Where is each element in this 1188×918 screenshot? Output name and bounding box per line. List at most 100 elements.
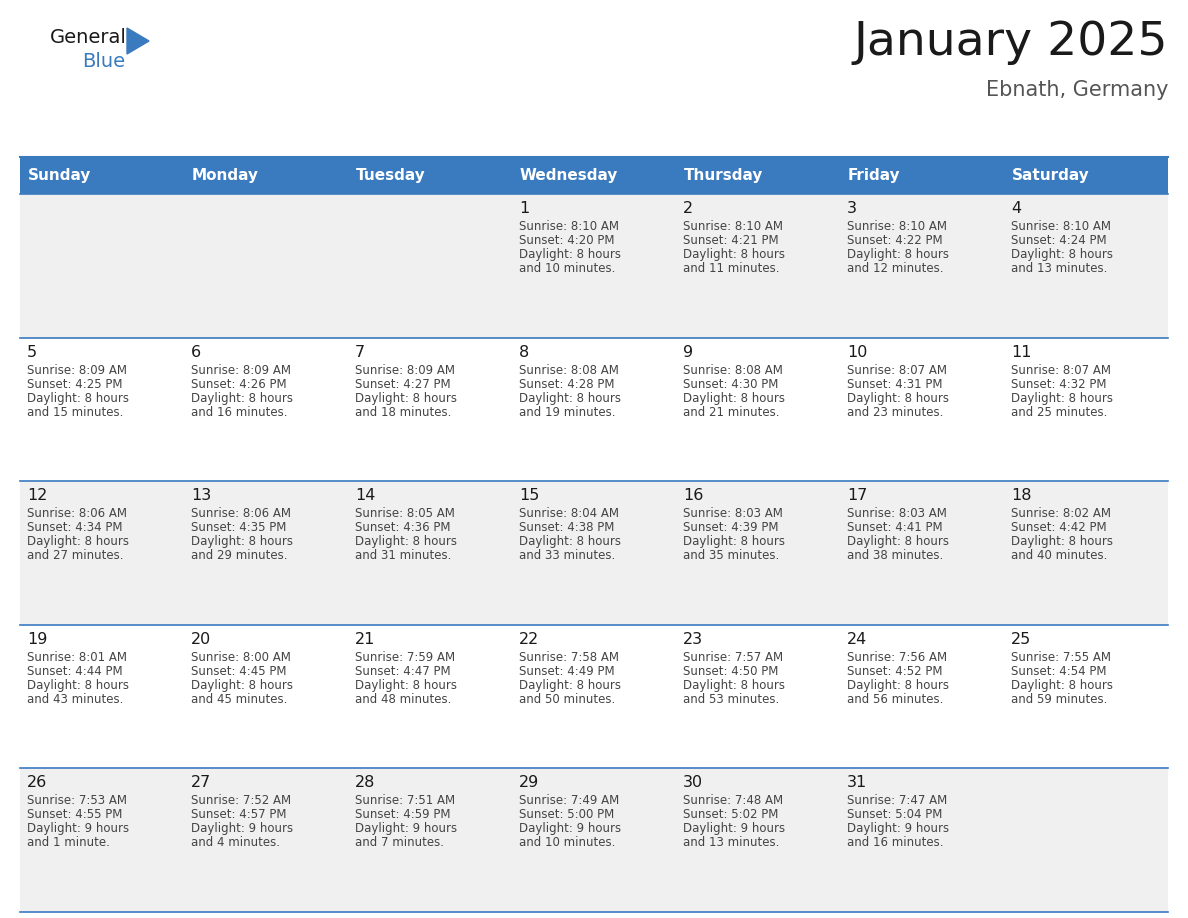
- Text: Daylight: 8 hours: Daylight: 8 hours: [847, 392, 949, 405]
- Text: 2: 2: [683, 201, 693, 216]
- Text: Sunset: 4:28 PM: Sunset: 4:28 PM: [519, 377, 614, 390]
- Text: Daylight: 8 hours: Daylight: 8 hours: [27, 678, 129, 692]
- Text: and 53 minutes.: and 53 minutes.: [683, 693, 779, 706]
- Bar: [20, 625, 1168, 768]
- Text: 30: 30: [683, 776, 703, 790]
- Text: Sunrise: 8:10 AM: Sunrise: 8:10 AM: [683, 220, 783, 233]
- Text: Daylight: 8 hours: Daylight: 8 hours: [1011, 392, 1113, 405]
- Text: 15: 15: [519, 488, 539, 503]
- Text: Sunrise: 7:55 AM: Sunrise: 7:55 AM: [1011, 651, 1111, 664]
- Text: 24: 24: [847, 632, 867, 647]
- Text: Sunset: 4:26 PM: Sunset: 4:26 PM: [191, 377, 286, 390]
- Text: and 13 minutes.: and 13 minutes.: [683, 836, 779, 849]
- Text: and 13 minutes.: and 13 minutes.: [1011, 262, 1107, 275]
- Text: 23: 23: [683, 632, 703, 647]
- Text: Daylight: 9 hours: Daylight: 9 hours: [191, 823, 293, 835]
- Text: Sunset: 4:24 PM: Sunset: 4:24 PM: [1011, 234, 1107, 247]
- Text: 12: 12: [27, 488, 48, 503]
- Text: Sunset: 4:31 PM: Sunset: 4:31 PM: [847, 377, 942, 390]
- Text: 18: 18: [1011, 488, 1031, 503]
- Text: Daylight: 9 hours: Daylight: 9 hours: [683, 823, 785, 835]
- Text: 7: 7: [355, 344, 365, 360]
- Text: Sunset: 4:34 PM: Sunset: 4:34 PM: [27, 521, 122, 534]
- Text: Daylight: 8 hours: Daylight: 8 hours: [355, 392, 457, 405]
- Text: and 59 minutes.: and 59 minutes.: [1011, 693, 1107, 706]
- Text: Daylight: 9 hours: Daylight: 9 hours: [847, 823, 949, 835]
- Text: 26: 26: [27, 776, 48, 790]
- Text: Sunrise: 8:08 AM: Sunrise: 8:08 AM: [683, 364, 783, 376]
- Text: 5: 5: [27, 344, 37, 360]
- Text: and 10 minutes.: and 10 minutes.: [519, 262, 615, 275]
- Text: Sunrise: 8:04 AM: Sunrise: 8:04 AM: [519, 508, 619, 521]
- Text: Daylight: 8 hours: Daylight: 8 hours: [847, 248, 949, 261]
- Text: Sunset: 5:04 PM: Sunset: 5:04 PM: [847, 809, 942, 822]
- Text: and 23 minutes.: and 23 minutes.: [847, 406, 943, 419]
- Text: Sunset: 4:32 PM: Sunset: 4:32 PM: [1011, 377, 1106, 390]
- Text: Sunrise: 8:10 AM: Sunrise: 8:10 AM: [519, 220, 619, 233]
- Text: Daylight: 8 hours: Daylight: 8 hours: [519, 535, 621, 548]
- Text: 6: 6: [191, 344, 201, 360]
- Text: 21: 21: [355, 632, 375, 647]
- Text: and 10 minutes.: and 10 minutes.: [519, 836, 615, 849]
- Text: Daylight: 8 hours: Daylight: 8 hours: [683, 678, 785, 692]
- Text: Sunset: 4:59 PM: Sunset: 4:59 PM: [355, 809, 450, 822]
- Text: Sunrise: 8:06 AM: Sunrise: 8:06 AM: [27, 508, 127, 521]
- Text: Thursday: Thursday: [684, 168, 764, 183]
- Text: 1: 1: [519, 201, 529, 216]
- Text: and 21 minutes.: and 21 minutes.: [683, 406, 779, 419]
- Text: General: General: [50, 28, 127, 47]
- Text: 10: 10: [847, 344, 867, 360]
- Text: 27: 27: [191, 776, 211, 790]
- Text: Daylight: 9 hours: Daylight: 9 hours: [355, 823, 457, 835]
- Polygon shape: [127, 28, 148, 54]
- Text: Daylight: 9 hours: Daylight: 9 hours: [27, 823, 129, 835]
- Text: 3: 3: [847, 201, 857, 216]
- Text: 16: 16: [683, 488, 703, 503]
- Text: Daylight: 8 hours: Daylight: 8 hours: [1011, 248, 1113, 261]
- Text: Sunset: 4:38 PM: Sunset: 4:38 PM: [519, 521, 614, 534]
- Text: and 38 minutes.: and 38 minutes.: [847, 549, 943, 562]
- Text: Daylight: 8 hours: Daylight: 8 hours: [847, 678, 949, 692]
- Text: Sunset: 4:21 PM: Sunset: 4:21 PM: [683, 234, 778, 247]
- Text: Sunrise: 8:02 AM: Sunrise: 8:02 AM: [1011, 508, 1111, 521]
- Text: 8: 8: [519, 344, 529, 360]
- Text: Sunrise: 8:09 AM: Sunrise: 8:09 AM: [27, 364, 127, 376]
- Text: and 11 minutes.: and 11 minutes.: [683, 262, 779, 275]
- Text: Daylight: 8 hours: Daylight: 8 hours: [191, 678, 293, 692]
- Text: 20: 20: [191, 632, 211, 647]
- Text: Daylight: 8 hours: Daylight: 8 hours: [519, 392, 621, 405]
- Text: Sunrise: 8:01 AM: Sunrise: 8:01 AM: [27, 651, 127, 664]
- Text: and 33 minutes.: and 33 minutes.: [519, 549, 615, 562]
- Text: Sunrise: 8:03 AM: Sunrise: 8:03 AM: [847, 508, 947, 521]
- Text: Sunrise: 7:47 AM: Sunrise: 7:47 AM: [847, 794, 947, 808]
- Text: Daylight: 8 hours: Daylight: 8 hours: [355, 535, 457, 548]
- Text: Wednesday: Wednesday: [520, 168, 619, 183]
- Text: Friday: Friday: [848, 168, 901, 183]
- Text: and 43 minutes.: and 43 minutes.: [27, 693, 124, 706]
- Text: and 18 minutes.: and 18 minutes.: [355, 406, 451, 419]
- Text: Daylight: 8 hours: Daylight: 8 hours: [191, 392, 293, 405]
- Text: Daylight: 8 hours: Daylight: 8 hours: [355, 678, 457, 692]
- Text: Sunset: 4:22 PM: Sunset: 4:22 PM: [847, 234, 942, 247]
- Bar: [20, 157, 1168, 194]
- Text: Sunrise: 7:49 AM: Sunrise: 7:49 AM: [519, 794, 619, 808]
- Text: Sunset: 4:20 PM: Sunset: 4:20 PM: [519, 234, 614, 247]
- Text: Sunset: 4:35 PM: Sunset: 4:35 PM: [191, 521, 286, 534]
- Text: Sunset: 5:02 PM: Sunset: 5:02 PM: [683, 809, 778, 822]
- Text: Sunset: 4:25 PM: Sunset: 4:25 PM: [27, 377, 122, 390]
- Text: Sunrise: 8:07 AM: Sunrise: 8:07 AM: [847, 364, 947, 376]
- Text: Saturday: Saturday: [1012, 168, 1089, 183]
- Text: Tuesday: Tuesday: [356, 168, 425, 183]
- Text: Sunset: 5:00 PM: Sunset: 5:00 PM: [519, 809, 614, 822]
- Text: Daylight: 8 hours: Daylight: 8 hours: [191, 535, 293, 548]
- Text: and 31 minutes.: and 31 minutes.: [355, 549, 451, 562]
- Text: 31: 31: [847, 776, 867, 790]
- Text: and 1 minute.: and 1 minute.: [27, 836, 109, 849]
- Text: Sunrise: 7:48 AM: Sunrise: 7:48 AM: [683, 794, 783, 808]
- Bar: [20, 768, 1168, 912]
- Text: Blue: Blue: [82, 52, 125, 71]
- Text: and 15 minutes.: and 15 minutes.: [27, 406, 124, 419]
- Text: Daylight: 8 hours: Daylight: 8 hours: [683, 535, 785, 548]
- Text: 4: 4: [1011, 201, 1022, 216]
- Text: Sunset: 4:49 PM: Sunset: 4:49 PM: [519, 665, 614, 677]
